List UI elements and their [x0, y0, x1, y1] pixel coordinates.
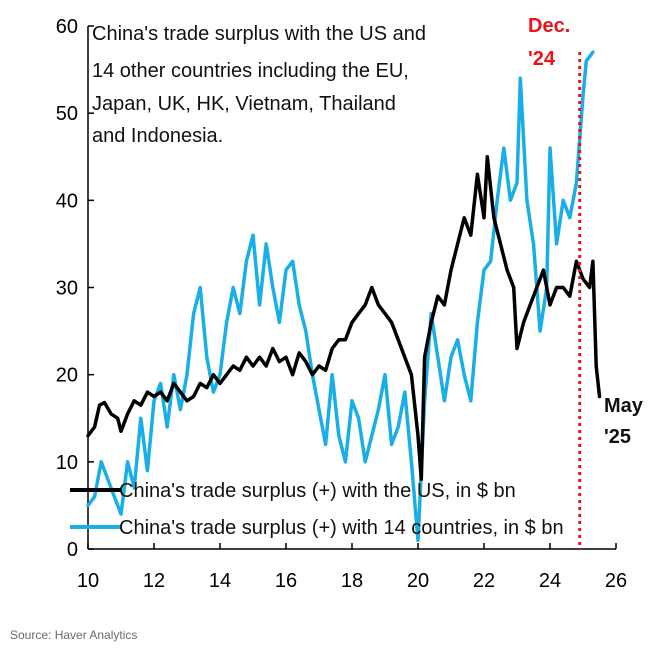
x-tick-label: 10 [77, 570, 99, 592]
x-tick-label: 16 [275, 570, 297, 592]
chart-title: China's trade surplus with the US and 14… [92, 23, 426, 147]
series-layer [86, 50, 602, 543]
annotation-24: '24 [528, 48, 556, 70]
y-axis: 0 10 20 30 40 50 60 [56, 16, 94, 561]
x-tick-label: 18 [341, 570, 363, 592]
x-axis: 10 12 14 16 18 20 22 24 26 [77, 543, 627, 592]
legend-label-us: China's trade surplus (+) with the US, i… [119, 480, 516, 502]
source-note: Source: Haver Analytics [10, 628, 138, 642]
annotation-may: May [604, 395, 644, 417]
legend: China's trade surplus (+) with the US, i… [70, 480, 564, 539]
x-tick-label: 20 [407, 570, 429, 592]
title-line-3: Japan, UK, HK, Vietnam, Thailand [92, 93, 396, 115]
y-tick-label: 30 [56, 278, 78, 300]
x-tick-label: 14 [209, 570, 231, 592]
y-tick-label: 40 [56, 190, 78, 212]
title-line-1: China's trade surplus with the US and [92, 23, 426, 45]
x-tick-label: 26 [605, 570, 627, 592]
annotation-dec: Dec. [528, 15, 570, 37]
series-line-14-countries [86, 50, 595, 543]
y-tick-label: 20 [56, 365, 78, 387]
y-tick-label: 10 [56, 452, 78, 474]
title-line-4: and Indonesia. [92, 125, 223, 147]
y-tick-label: 0 [67, 539, 78, 561]
y-tick-label: 60 [56, 16, 78, 38]
x-tick-label: 22 [473, 570, 495, 592]
annotation-25: '25 [604, 426, 631, 448]
legend-label-14-countries: China's trade surplus (+) with 14 countr… [119, 517, 564, 539]
series-line-us [86, 155, 602, 482]
x-tick-label: 12 [143, 570, 165, 592]
annotations: Dec. '24 May '25 [528, 15, 644, 448]
x-tick-label: 24 [539, 570, 561, 592]
y-tick-label: 50 [56, 103, 78, 125]
title-line-2: 14 other countries including the EU, [92, 60, 409, 82]
